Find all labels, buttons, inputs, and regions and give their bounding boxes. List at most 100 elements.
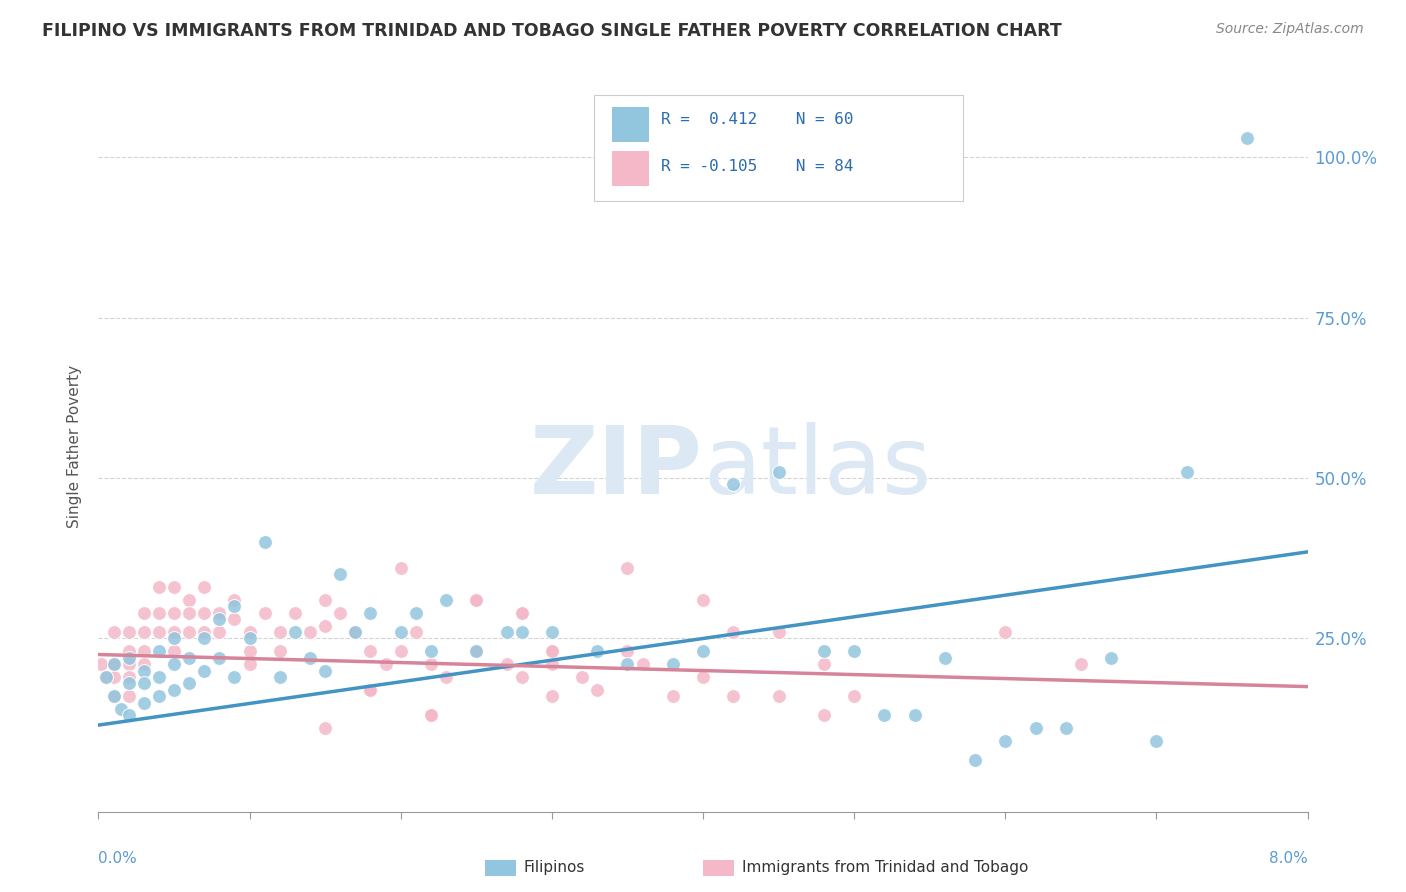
Text: 0.0%: 0.0% [98, 851, 138, 865]
Bar [613, 107, 648, 143]
Point [148, 690, 170, 704]
Point [148, 580, 170, 594]
Point [510, 625, 533, 640]
Point [179, 676, 201, 690]
Point [768, 625, 790, 640]
Point [813, 708, 835, 723]
Point [118, 644, 141, 658]
Point [148, 670, 170, 684]
Point [465, 644, 488, 658]
Text: atlas: atlas [703, 422, 931, 514]
Point [541, 657, 564, 672]
Point [374, 657, 396, 672]
Point [541, 625, 564, 640]
Point [813, 657, 835, 672]
Point [253, 606, 276, 620]
Point [90, 657, 112, 672]
Point [541, 690, 564, 704]
Point [314, 593, 336, 607]
Point [132, 625, 155, 640]
Point [148, 644, 170, 658]
Point [389, 561, 412, 575]
Point [224, 612, 246, 626]
Point [420, 657, 443, 672]
Point [103, 657, 125, 672]
Point [329, 567, 352, 582]
Point [269, 644, 291, 658]
Point [179, 650, 201, 665]
Point [692, 593, 714, 607]
Point [813, 644, 835, 658]
Text: 8.0%: 8.0% [1268, 851, 1308, 865]
Point [434, 593, 457, 607]
Point [616, 644, 638, 658]
Point [1236, 131, 1258, 145]
Point [465, 644, 488, 658]
Point [103, 690, 125, 704]
Point [1175, 465, 1198, 479]
Point [723, 625, 745, 640]
Point [692, 644, 714, 658]
Text: ZIP: ZIP [530, 422, 703, 514]
Point [616, 561, 638, 575]
Point [284, 625, 307, 640]
Point [193, 664, 215, 678]
Point [118, 657, 141, 672]
Point [1025, 721, 1047, 735]
Point [163, 632, 186, 646]
Point [179, 625, 201, 640]
Point [965, 753, 987, 767]
Point [103, 670, 125, 684]
Point [571, 670, 593, 684]
Point [844, 644, 866, 658]
Point [586, 682, 609, 697]
Point [904, 708, 927, 723]
Text: Filipinos: Filipinos [523, 861, 585, 875]
Point [94, 670, 117, 684]
Point [434, 670, 457, 684]
Point [768, 465, 790, 479]
Point [495, 657, 517, 672]
Point [239, 632, 262, 646]
Point [132, 644, 155, 658]
Point [299, 650, 322, 665]
Point [224, 599, 246, 614]
Point [768, 690, 790, 704]
Point [163, 682, 186, 697]
Point [541, 644, 564, 658]
Point [1070, 657, 1092, 672]
Point [103, 690, 125, 704]
Point [329, 606, 352, 620]
Point [239, 644, 262, 658]
Point [118, 650, 141, 665]
Point [662, 690, 685, 704]
Point [118, 676, 141, 690]
Point [179, 593, 201, 607]
Point [420, 708, 443, 723]
Point [420, 708, 443, 723]
Point [193, 580, 215, 594]
Point [239, 625, 262, 640]
Point [662, 657, 685, 672]
Point [420, 644, 443, 658]
Text: R = -0.105    N = 84: R = -0.105 N = 84 [661, 160, 853, 174]
Point [616, 657, 638, 672]
Point [253, 535, 276, 549]
Point [132, 696, 155, 710]
Point [586, 644, 609, 658]
Point [163, 580, 186, 594]
Point [110, 702, 132, 716]
Point [163, 657, 186, 672]
Point [723, 690, 745, 704]
Point [118, 690, 141, 704]
Point [239, 657, 262, 672]
Point [389, 644, 412, 658]
Text: Source: ZipAtlas.com: Source: ZipAtlas.com [1216, 22, 1364, 37]
FancyBboxPatch shape [595, 95, 963, 201]
Point [314, 618, 336, 632]
Point [405, 625, 427, 640]
Point [510, 606, 533, 620]
Point [208, 650, 231, 665]
Point [360, 606, 382, 620]
Point [1099, 650, 1122, 665]
